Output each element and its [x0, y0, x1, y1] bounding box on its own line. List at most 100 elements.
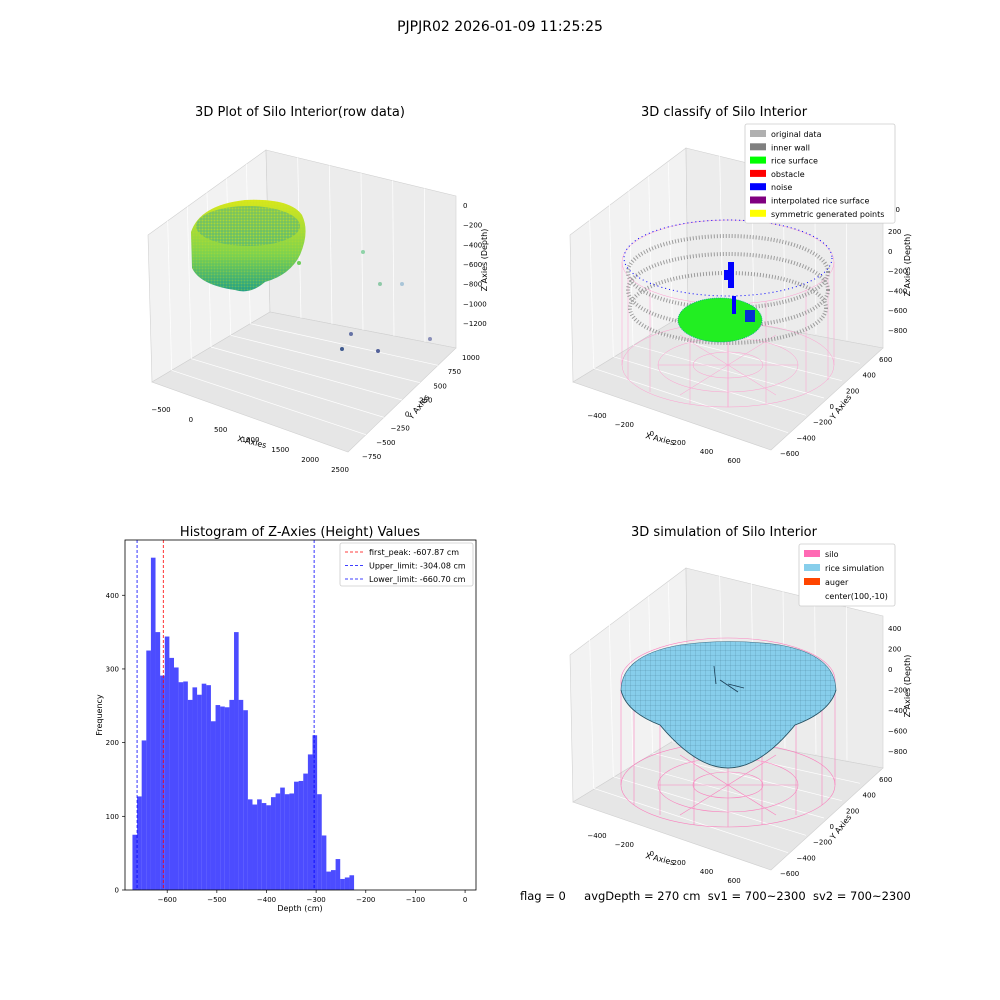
sim-xlabel: X Axies — [645, 851, 676, 867]
hist-vlines — [136, 540, 315, 890]
hist-xtick-label: −200 — [356, 896, 375, 904]
classify-legend-item-swatch — [750, 196, 766, 204]
hist-bar — [141, 740, 147, 890]
hist-bar — [307, 754, 313, 890]
grid-line — [392, 180, 395, 337]
sim-ytick: 0 — [830, 823, 834, 831]
grid-line — [667, 162, 673, 322]
classify-ztick: −400 — [888, 287, 907, 295]
classify-legend-item-label: noise — [771, 183, 792, 192]
raw-ytick: 1000 — [462, 354, 480, 362]
hist-bar — [294, 781, 299, 890]
sim-xtick: 400 — [700, 868, 713, 876]
hist-bar — [275, 793, 281, 890]
grid-line — [845, 606, 848, 761]
panel-raw-data: 3D Plot of Silo Interior(row data) — [147, 105, 489, 474]
sim-ztick: −800 — [888, 748, 907, 756]
hist-bar — [197, 694, 202, 890]
sim-ytick: −200 — [813, 839, 832, 847]
hist-bar — [183, 681, 188, 890]
hist-bar — [243, 710, 248, 890]
grid-line — [210, 346, 403, 401]
hist-bar — [344, 877, 350, 890]
hist-bar — [215, 705, 221, 890]
sim-legend-item-swatch — [804, 578, 820, 585]
hist-bar — [201, 683, 207, 890]
hist-bar — [132, 834, 138, 890]
raw-xtick: 500 — [214, 426, 227, 434]
hist-ytick-label: 300 — [106, 665, 119, 673]
hist-bar — [146, 650, 151, 890]
grid-line — [613, 356, 807, 416]
grid-line — [613, 776, 807, 836]
classify-ztick-partial: 00 — [891, 206, 900, 214]
hist-bar — [349, 875, 355, 890]
classify-ytick: 0 — [830, 403, 834, 411]
hist-legend-label: Upper_limit: -304.08 cm — [369, 562, 466, 571]
classify-ztick: −800 — [888, 327, 907, 335]
classify-ytick: −400 — [797, 434, 816, 442]
hist-legend-label: first_peak: -607.87 cm — [369, 548, 459, 557]
raw-ytick: −500 — [376, 439, 395, 447]
panel-raw-title: 3D Plot of Silo Interior(row data) — [195, 105, 405, 120]
hist-bar — [280, 787, 285, 890]
raw-zlabel: Z Axies (Depth) — [480, 229, 489, 292]
classify-legend-item-swatch — [750, 169, 766, 177]
classify-legend-item-label: symmetric generated points — [771, 210, 884, 219]
sim-ztick: −400 — [888, 707, 907, 715]
hist-ylabel: Frequency — [95, 694, 104, 736]
classify-noise-ring — [623, 219, 833, 297]
hist-legend-frame — [339, 542, 474, 587]
classify-xtick: −400 — [587, 412, 606, 420]
grid-line — [593, 788, 789, 853]
hist-bar — [312, 735, 318, 890]
sim-silo-wireframe — [620, 637, 836, 828]
hist-yticks: 0 100 200 300 400 — [106, 592, 125, 895]
classify-ytick: 600 — [879, 356, 892, 364]
classify-ytick: 400 — [863, 372, 876, 380]
grid-line — [186, 206, 192, 359]
sim-xtick: −400 — [587, 832, 606, 840]
classify-legend-item-label: original data — [771, 130, 822, 139]
raw-xlabel: X Axies — [237, 434, 268, 450]
classify-xlabel: X Axies — [645, 431, 676, 447]
sim-xtick: 600 — [727, 877, 740, 885]
grid-line — [250, 323, 439, 366]
raw-ztick: −200 — [463, 222, 482, 230]
sim-legend-item-label: rice simulation — [825, 564, 884, 573]
raw-ticks: −50005001000150020002500−750−500−2500250… — [151, 202, 486, 474]
hist-bar — [220, 706, 225, 890]
hist-bar — [317, 794, 322, 890]
sim-legend-item-swatch — [804, 564, 820, 571]
classify-legend-item-swatch — [750, 156, 766, 164]
sim-ytick: 400 — [863, 792, 876, 800]
hist-xticks: −600 −500 −400 −300 −200 −100 0 — [158, 890, 467, 904]
sv2-text: sv2 = 700~2300 — [812, 889, 911, 903]
grid-line — [648, 176, 654, 334]
grid-line — [632, 344, 825, 399]
grid-line — [628, 190, 634, 346]
panel-classify: 3D classify of Silo Interior — [569, 105, 912, 465]
hist-bar — [187, 699, 193, 890]
hist-bar — [174, 667, 179, 890]
hist-xtick-label: −600 — [158, 896, 177, 904]
hist-legend-label: Lower_limit: -660.70 cm — [369, 575, 466, 584]
raw-ytick: 500 — [433, 382, 446, 390]
raw-ztick: −800 — [463, 281, 482, 289]
hist-bar — [150, 557, 156, 890]
hist-xtick-label: −100 — [406, 896, 425, 904]
raw-xtick: 2000 — [301, 456, 319, 464]
grid-line — [167, 220, 173, 371]
hist-ytick-label: 100 — [106, 813, 119, 821]
grid-line — [589, 218, 595, 369]
sim-ztick: 400 — [888, 625, 901, 633]
hist-bar — [137, 796, 142, 890]
hist-bar — [229, 699, 235, 890]
sim-ytick: 200 — [846, 807, 859, 815]
grid-line — [171, 370, 367, 435]
hist-xtick-label: −400 — [257, 896, 276, 904]
raw-ztick: −1000 — [463, 300, 487, 308]
classify-xtick: 0 — [650, 430, 654, 438]
sv1-text: sv1 = 700~2300 — [707, 889, 806, 903]
hist-legend: first_peak: -607.87 cm Upper_limit: -304.… — [339, 542, 474, 587]
